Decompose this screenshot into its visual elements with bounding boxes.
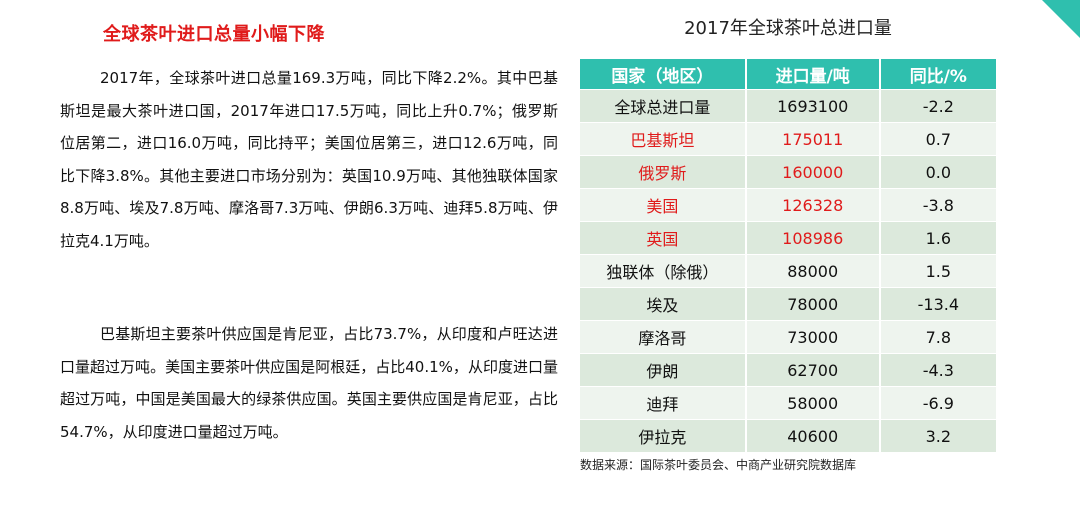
table-row: 巴基斯坦 175011 0.7 xyxy=(580,123,996,155)
table-title: 2017年全球茶叶总进口量 xyxy=(684,18,892,39)
cell-yoy: -4.3 xyxy=(880,354,996,386)
cell-volume: 1693100 xyxy=(746,90,879,122)
cell-volume: 62700 xyxy=(746,354,879,386)
cell-volume: 126328 xyxy=(746,189,879,221)
cell-country: 巴基斯坦 xyxy=(580,123,745,155)
cell-volume: 108986 xyxy=(746,222,879,254)
cell-volume: 73000 xyxy=(746,321,879,353)
table-row: 伊拉克 40600 3.2 xyxy=(580,420,996,452)
table-row: 美国 126328 -3.8 xyxy=(580,189,996,221)
article-heading: 全球茶叶进口总量小幅下降 xyxy=(103,24,325,45)
table-row: 埃及 78000 -13.4 xyxy=(580,288,996,320)
cell-country: 伊拉克 xyxy=(580,420,745,452)
article-paragraph-1: 2017年，全球茶叶进口总量169.3万吨，同比下降2.2%。其中巴基斯坦是最大… xyxy=(60,69,558,250)
cell-volume: 160000 xyxy=(746,156,879,188)
table-row: 俄罗斯 160000 0.0 xyxy=(580,156,996,188)
table-header-row: 国家（地区） 进口量/吨 同比/% xyxy=(580,59,996,89)
cell-volume: 58000 xyxy=(746,387,879,419)
cell-country: 独联体（除俄） xyxy=(580,255,745,287)
cell-yoy: 3.2 xyxy=(880,420,996,452)
cell-yoy: -13.4 xyxy=(880,288,996,320)
cell-volume: 175011 xyxy=(746,123,879,155)
data-source-note: 数据来源：国际茶叶委员会、中商产业研究院数据库 xyxy=(580,458,857,472)
cell-country: 摩洛哥 xyxy=(580,321,745,353)
cell-volume: 88000 xyxy=(746,255,879,287)
cell-country: 伊朗 xyxy=(580,354,745,386)
table-row: 伊朗 62700 -4.3 xyxy=(580,354,996,386)
header-yoy: 同比/% xyxy=(880,59,996,89)
table-row: 迪拜 58000 -6.9 xyxy=(580,387,996,419)
cell-yoy: 7.8 xyxy=(880,321,996,353)
corner-decoration xyxy=(1042,0,1080,38)
cell-country: 美国 xyxy=(580,189,745,221)
table-row: 英国 108986 1.6 xyxy=(580,222,996,254)
header-country: 国家（地区） xyxy=(580,59,745,89)
article-panel: 全球茶叶进口总量小幅下降 2017年，全球茶叶进口总量169.3万吨，同比下降2… xyxy=(60,24,558,441)
cell-yoy: -6.9 xyxy=(880,387,996,419)
cell-country: 埃及 xyxy=(580,288,745,320)
cell-yoy: -3.8 xyxy=(880,189,996,221)
cell-volume: 78000 xyxy=(746,288,879,320)
article-paragraph-2: 巴基斯坦主要茶叶供应国是肯尼亚，占比73.7%，从印度和卢旺达进口量超过万吨。美… xyxy=(60,325,558,441)
table-row: 全球总进口量 1693100 -2.2 xyxy=(580,90,996,122)
cell-country: 全球总进口量 xyxy=(580,90,745,122)
cell-yoy: -2.2 xyxy=(880,90,996,122)
table-row: 摩洛哥 73000 7.8 xyxy=(580,321,996,353)
cell-country: 迪拜 xyxy=(580,387,745,419)
cell-volume: 40600 xyxy=(746,420,879,452)
cell-yoy: 0.0 xyxy=(880,156,996,188)
cell-yoy: 1.6 xyxy=(880,222,996,254)
header-volume: 进口量/吨 xyxy=(746,59,879,89)
table-panel: 2017年全球茶叶总进口量 国家（地区） 进口量/吨 同比/% 全球总进口量 16… xyxy=(578,0,998,521)
cell-country: 俄罗斯 xyxy=(580,156,745,188)
table-row: 独联体（除俄） 88000 1.5 xyxy=(580,255,996,287)
cell-country: 英国 xyxy=(580,222,745,254)
import-table: 国家（地区） 进口量/吨 同比/% 全球总进口量 1693100 -2.2 巴基斯坦 1… xyxy=(578,58,998,453)
cell-yoy: 1.5 xyxy=(880,255,996,287)
cell-yoy: 0.7 xyxy=(880,123,996,155)
